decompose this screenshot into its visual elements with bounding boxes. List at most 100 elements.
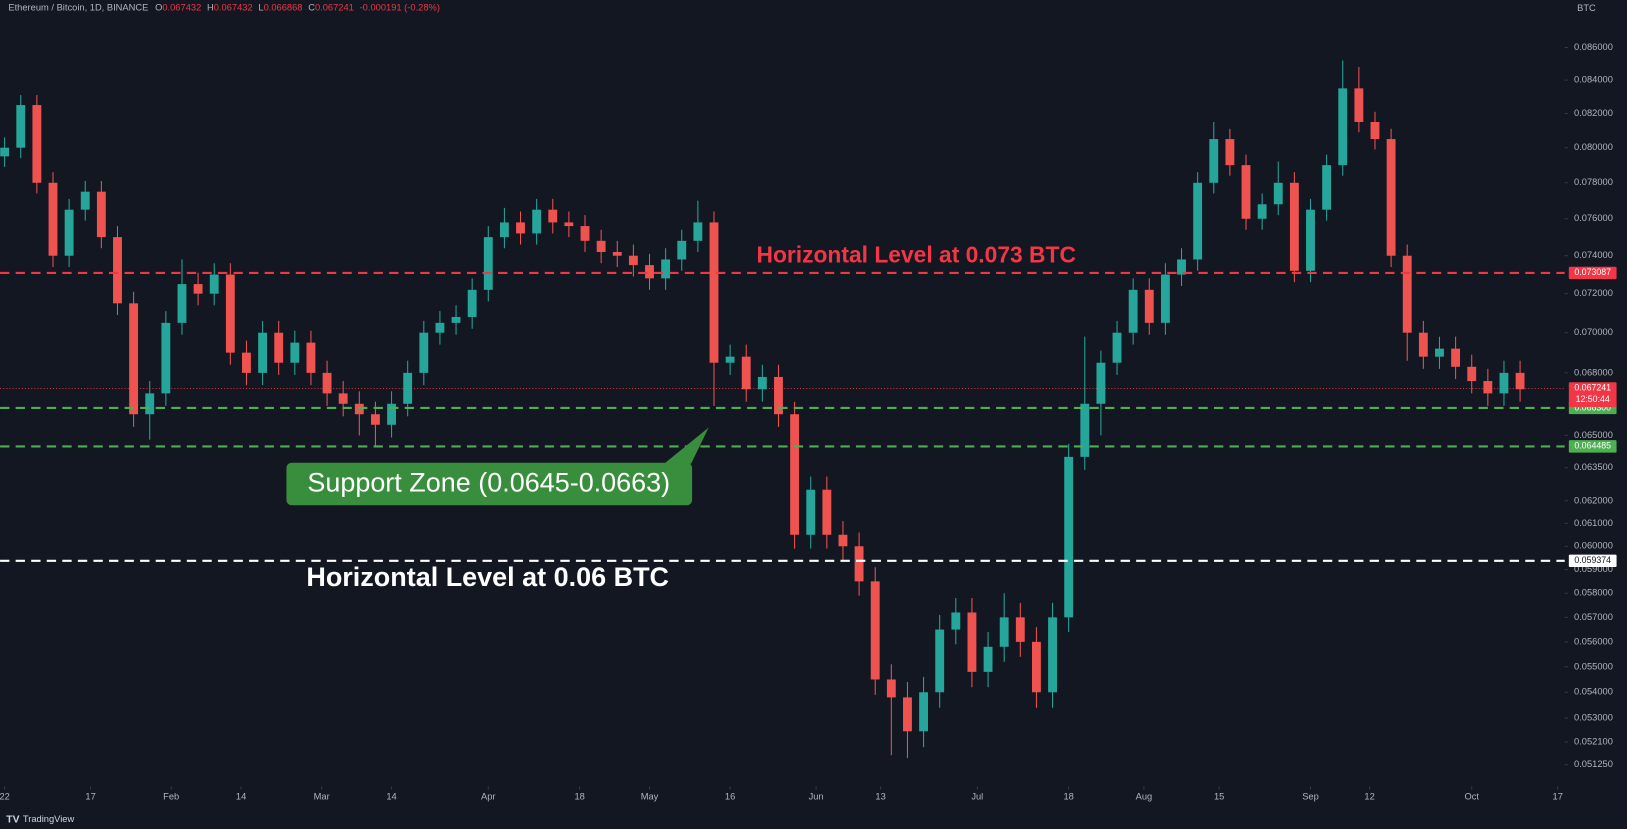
y-tick-label: 0.057000 [1574,612,1613,622]
x-tick-label: Jun [809,791,824,801]
brand: TradingView [23,814,75,824]
candle-body [177,284,187,323]
x-tick-label: 12 [1364,791,1374,801]
y-tick-label: 0.051250 [1574,759,1613,769]
y-tick-label: 0.052100 [1574,736,1613,746]
candle-body [548,209,558,223]
current-price-label: 0.067241 [1574,383,1611,393]
candle-body [1048,617,1057,693]
candle-body [0,147,10,157]
candle-body [32,105,42,183]
y-tick-label: 0.086000 [1574,42,1613,52]
candle-body [999,617,1009,647]
candle-body [1193,182,1203,260]
candle-body [258,332,268,373]
candle-body [935,629,945,693]
candle-body [1306,209,1315,271]
x-tick-label: Feb [163,791,179,801]
symbol: Ethereum / Bitcoin, 1D, BINANCE [8,3,148,13]
y-tick-label: 0.060000 [1574,541,1613,551]
candle-body [113,237,122,304]
y-tick-label: 0.065000 [1574,430,1613,440]
candle-body [193,284,203,294]
candle-body [516,222,525,234]
x-tick-label: 18 [574,791,584,801]
candle-body [499,222,509,238]
candle-body [1080,403,1090,457]
y-tick-label: 0.063500 [1574,462,1613,472]
field-key: O [155,3,162,13]
field-value: 0.067241 [315,3,354,13]
y-tick-label: 0.076000 [1574,213,1613,223]
logo-icon: TV [6,814,19,825]
candle-body [580,226,590,241]
candle-body [387,403,396,425]
candle-body [1435,348,1444,357]
x-tick-label: May [641,791,659,801]
candle-body [677,240,687,260]
y-tick-label: 0.058000 [1574,588,1613,598]
annotation: Horizontal Level at 0.073 BTC [756,241,1075,267]
candle-body [693,222,703,241]
candle-body [741,356,751,390]
candle-body [290,342,300,363]
candle-body [225,274,235,353]
candle-body [628,255,638,266]
candle-body [1209,139,1219,183]
y-tick-label: 0.068000 [1574,367,1613,377]
x-tick-label: Sep [1302,791,1319,801]
candle-body [1451,348,1461,367]
field-value: 0.067432 [162,3,201,13]
y-tick-label: 0.074000 [1574,250,1613,260]
y-tick-label: 0.056000 [1574,636,1613,646]
candle-body [1322,165,1332,210]
x-tick-label: 16 [725,791,735,801]
candle-body [1144,289,1154,323]
candle-body [161,322,171,394]
y-tick-label: 0.053000 [1574,713,1613,723]
countdown: 12:50:44 [1576,394,1610,404]
y-tick-label: 0.055000 [1574,661,1613,671]
y-tick-label: 0.054000 [1574,687,1613,697]
current-price-box [1568,382,1617,408]
field-value: 0.066868 [264,3,303,13]
candle-body [435,322,445,333]
candle-body [322,372,332,394]
candle-body [274,332,284,363]
candle-body [403,372,413,404]
candle-body [983,646,993,672]
candle-body [1499,372,1509,394]
candle-body [80,191,90,210]
candle-body [209,274,219,294]
price-label: 0.066300 [1574,402,1611,412]
candle-body [1064,456,1074,618]
candle-body [951,612,961,630]
candle-body [725,356,735,363]
candle-body [1096,362,1106,404]
candle-body [1225,139,1235,166]
candle-body [1483,381,1493,394]
x-tick-label: 14 [236,791,246,801]
axis-unit: BTC [1577,3,1596,13]
x-tick-label: 22 [0,791,10,801]
price-label-box [1568,554,1617,568]
y-tick-label: 0.070000 [1574,327,1613,337]
candle-body [661,259,671,279]
candle-body [919,692,929,732]
candle-body [564,222,574,227]
x-tick-label: Mar [314,791,330,801]
candle-body [354,403,364,415]
candle-body [129,303,139,415]
candle-body [1354,88,1364,122]
y-tick-label: 0.080000 [1574,142,1613,152]
x-tick-label: Apr [481,791,496,801]
candle-body [532,209,542,234]
header: Ethereum / Bitcoin, 1D, BINANCE O0.06743… [8,3,440,13]
candle-body [774,376,783,415]
candle-body [370,414,380,425]
candle-body [709,222,719,363]
candle-body [822,489,832,535]
x-tick-label: 13 [875,791,885,801]
field-key: C [308,3,315,13]
candle-body [838,534,848,547]
